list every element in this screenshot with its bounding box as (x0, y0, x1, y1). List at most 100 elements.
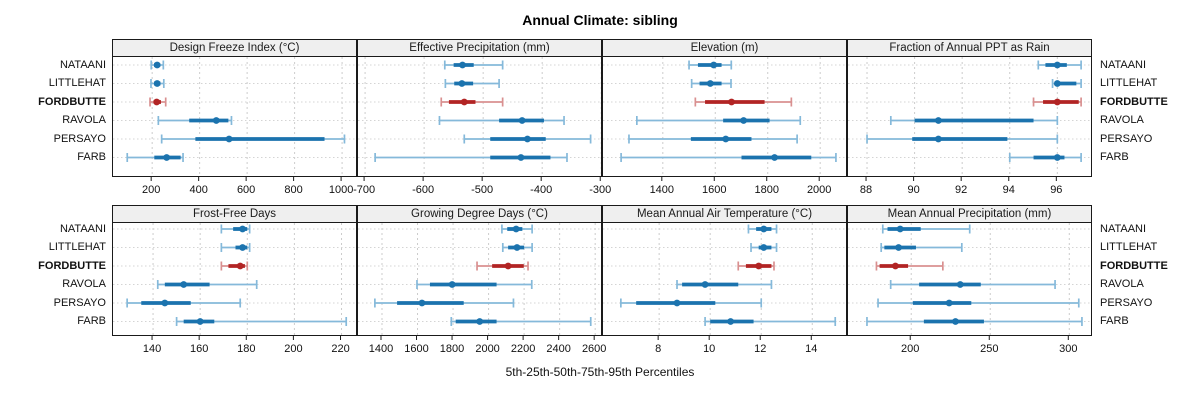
axis-tick-label: 200 (284, 343, 302, 355)
percentile-bar-littlehat (1051, 79, 1082, 88)
percentile-bar-farb (704, 317, 837, 326)
percentile-bar-fordbutte (875, 261, 944, 271)
x-axis: 1400 1600 1800 2000 2200 2400 2600 (369, 336, 606, 355)
percentile-bar-farb (374, 153, 568, 162)
row-label-nataani: NATAANI (1100, 222, 1147, 235)
percentile-bar-farb (450, 317, 592, 326)
row-label-farb: FARB (77, 315, 106, 327)
axis-tick-label: 1600 (702, 184, 726, 196)
axis-tick-label: -600 (412, 184, 434, 196)
panel-1: Design Freeze Index (°C) 200 400 600 800 1000 (112, 39, 357, 205)
panel-plot-area (602, 223, 847, 336)
percentile-bar-littlehat (150, 79, 165, 88)
panel-plot-area (357, 57, 602, 177)
row-label-ravola: RAVOLA (62, 278, 106, 290)
panel-3: Elevation (m) 1400 1600 1800 2000 (602, 39, 847, 205)
axis-tick-label: 140 (143, 343, 161, 355)
row-label-fordbutte: FORDBUTTE (1100, 259, 1168, 272)
percentile-bar-littlehat (444, 79, 500, 88)
row-label-fordbutte: FORDBUTTE (38, 259, 106, 272)
axis-tick-label: 2400 (546, 343, 570, 355)
axis-tick-label: 90 (907, 184, 919, 196)
row-label-ravola: RAVOLA (62, 114, 106, 126)
percentile-bar-ravola (889, 116, 1059, 125)
row-label-farb: FARB (1100, 151, 1129, 163)
horizontal-gridlines (358, 228, 601, 322)
x-axis: 200 400 600 800 1000 (142, 177, 353, 196)
percentile-bar-ravola (438, 116, 565, 125)
panel-5: Frost-Free Days 140 160 180 200 220 (112, 205, 357, 360)
percentile-bar-ravola (676, 280, 773, 289)
row-label-littlehat: LITTLEHAT (1100, 241, 1158, 253)
axis-tick-label: 200 (901, 343, 919, 355)
horizontal-gridlines (113, 228, 356, 322)
horizontal-gridlines (113, 64, 356, 158)
percentile-bar-fordbutte (694, 97, 793, 107)
percentile-bar-fordbutte (440, 97, 504, 107)
chart-title: Annual Climate: sibling (522, 12, 678, 28)
percentile-bar-nataani (220, 224, 251, 234)
horizontal-gridlines (358, 64, 601, 158)
horizontal-gridlines (603, 64, 846, 158)
row-label-nataani: NATAANI (1100, 58, 1147, 71)
panel-6: Growing Degree Days (°C) 1400 1600 1800 2000… (357, 205, 606, 360)
percentile-bar-ravola (635, 116, 802, 125)
percentile-bar-littlehat (501, 243, 533, 252)
panel-plot-area (847, 57, 1092, 177)
row-label-ravola: RAVOLA (1100, 114, 1144, 126)
row-label-fordbutte: FORDBUTTE (1100, 95, 1168, 108)
percentile-bar-farb (620, 153, 837, 162)
percentile-bar-nataani (501, 224, 533, 234)
row-label-littlehat: LITTLEHAT (48, 241, 106, 253)
x-axis: -700 -600 -500 -400 -300 (353, 177, 611, 196)
percentile-bar-ravola (889, 280, 1056, 289)
axis-tick-label: 400 (189, 184, 207, 196)
horizontal-gridlines (603, 228, 846, 322)
panel-row-1: NATAANI LITTLEHAT FORDBUTTE RAVOLA PERSAYO FA… (0, 39, 1200, 205)
axis-tick-label: 600 (237, 184, 255, 196)
percentile-bar-fordbutte (149, 97, 167, 107)
axis-tick-label: 12 (754, 343, 766, 355)
row-label-farb: FARB (77, 151, 106, 163)
axis-tick-label: 2000 (475, 343, 499, 355)
axis-tick-label: 1000 (329, 184, 353, 196)
axis-tick-label: 96 (1050, 184, 1062, 196)
panel-strip-title: Fraction of Annual PPT as Rain (847, 39, 1092, 57)
row-label-ravola: RAVOLA (1100, 278, 1144, 290)
axis-tick-label: -300 (589, 184, 611, 196)
axis-tick-label: 8 (655, 343, 661, 355)
axis-tick-label: -500 (471, 184, 493, 196)
axis-tick-label: 88 (860, 184, 872, 196)
axis-tick-label: 1800 (754, 184, 778, 196)
percentile-bar-nataani (688, 60, 733, 70)
axis-tick-label: 1800 (440, 343, 464, 355)
percentile-bar-ravola (156, 280, 258, 289)
percentile-bar-farb (866, 317, 1083, 326)
x-axis: 88 90 92 94 96 (860, 177, 1062, 196)
axis-tick-label: 200 (142, 184, 160, 196)
row-label-persayo: PERSAYO (1100, 132, 1153, 145)
percentile-bar-fordbutte (220, 261, 249, 271)
percentile-bar-littlehat (220, 243, 251, 252)
axis-tick-label: 2600 (582, 343, 606, 355)
percentile-bar-littlehat (750, 243, 778, 252)
row-label-littlehat: LITTLEHAT (48, 77, 106, 89)
percentile-bar-nataani (1037, 60, 1082, 70)
axis-tick-label: 94 (1003, 184, 1015, 196)
percentile-bar-ravola (416, 280, 533, 289)
row-label-persayo: PERSAYO (53, 296, 106, 309)
axis-tick-label: 1400 (650, 184, 674, 196)
horizontal-gridlines (848, 228, 1091, 322)
axis-tick-label: 250 (980, 343, 998, 355)
panel-plot-area (602, 57, 847, 177)
percentile-bar-persayo (620, 298, 763, 308)
axis-tick-label: 2200 (511, 343, 535, 355)
percentile-bar-ravola (157, 116, 233, 125)
vertical-gridlines (910, 223, 1070, 335)
horizontal-gridlines (848, 64, 1091, 158)
x-axis-caption: 5th-25th-50th-75th-95th Percentiles (505, 365, 695, 379)
vertical-gridlines (152, 223, 343, 335)
row-label-persayo: PERSAYO (53, 132, 106, 145)
panel-strip-title: Mean Annual Precipitation (mm) (847, 205, 1092, 223)
axis-tick-label: 220 (331, 343, 349, 355)
